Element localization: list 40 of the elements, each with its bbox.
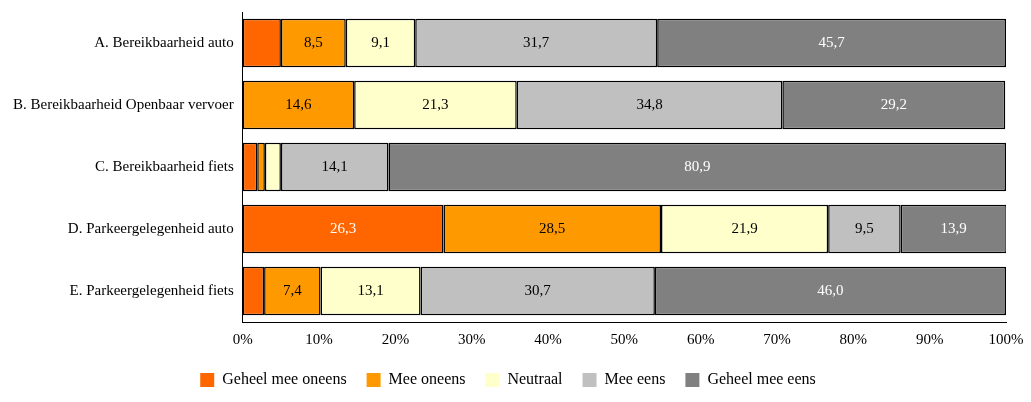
y-tick-label: C. Bereikbaarheid fiets	[95, 157, 234, 174]
x-tick-label: 100%	[988, 330, 1024, 347]
data-label: 9,1	[371, 33, 390, 50]
y-tick-label: E. Parkeergelegenheid fiets	[69, 281, 234, 298]
x-tick-label: 10%	[305, 330, 333, 347]
data-label: 13,1	[357, 281, 384, 298]
legend-label: Geheel mee eens	[707, 370, 816, 388]
data-label: 8,5	[303, 33, 323, 50]
data-label: 45,7	[818, 33, 846, 50]
data-label: 14,6	[285, 95, 313, 112]
data-label: 28,5	[539, 219, 566, 236]
data-label: 13,9	[940, 219, 967, 236]
data-label: 26,3	[329, 219, 357, 236]
x-tick-label: 30%	[457, 330, 486, 347]
data-label: 31,7	[523, 33, 550, 50]
legend-label: Geheel mee oneens	[222, 370, 347, 388]
x-tick-label: 90%	[915, 330, 944, 347]
x-tick-label: 40%	[534, 330, 562, 347]
data-label: 21,9	[731, 219, 758, 236]
x-tick-label: 50%	[610, 330, 639, 347]
data-label: 9,5	[855, 219, 874, 236]
data-label: 14,1	[321, 157, 348, 174]
x-tick-label: 20%	[381, 330, 410, 347]
x-tick-label: 60%	[686, 330, 715, 347]
x-tick-label: 80%	[839, 330, 868, 347]
y-tick-label: B. Bereikbaarheid Openbaar vervoer	[13, 95, 234, 112]
y-tick-label: A. Bereikbaarheid auto	[94, 33, 234, 50]
x-tick-label: 0%	[232, 330, 253, 347]
legend-label: Mee oneens	[388, 370, 466, 388]
data-label: 21,3	[422, 95, 449, 112]
x-tick-label: 70%	[763, 330, 791, 347]
data-label: 7,4	[282, 281, 303, 298]
legend-label: Neutraal	[507, 370, 564, 388]
data-label: 80,9	[684, 157, 711, 174]
y-tick-label: D. Parkeergelegenheid auto	[67, 219, 234, 236]
legend-label: Mee eens	[604, 370, 666, 388]
data-label: 34,8	[636, 95, 663, 112]
data-label: 29,2	[880, 95, 907, 112]
data-label: 30,7	[524, 281, 552, 298]
data-label: 46,0	[817, 281, 844, 298]
